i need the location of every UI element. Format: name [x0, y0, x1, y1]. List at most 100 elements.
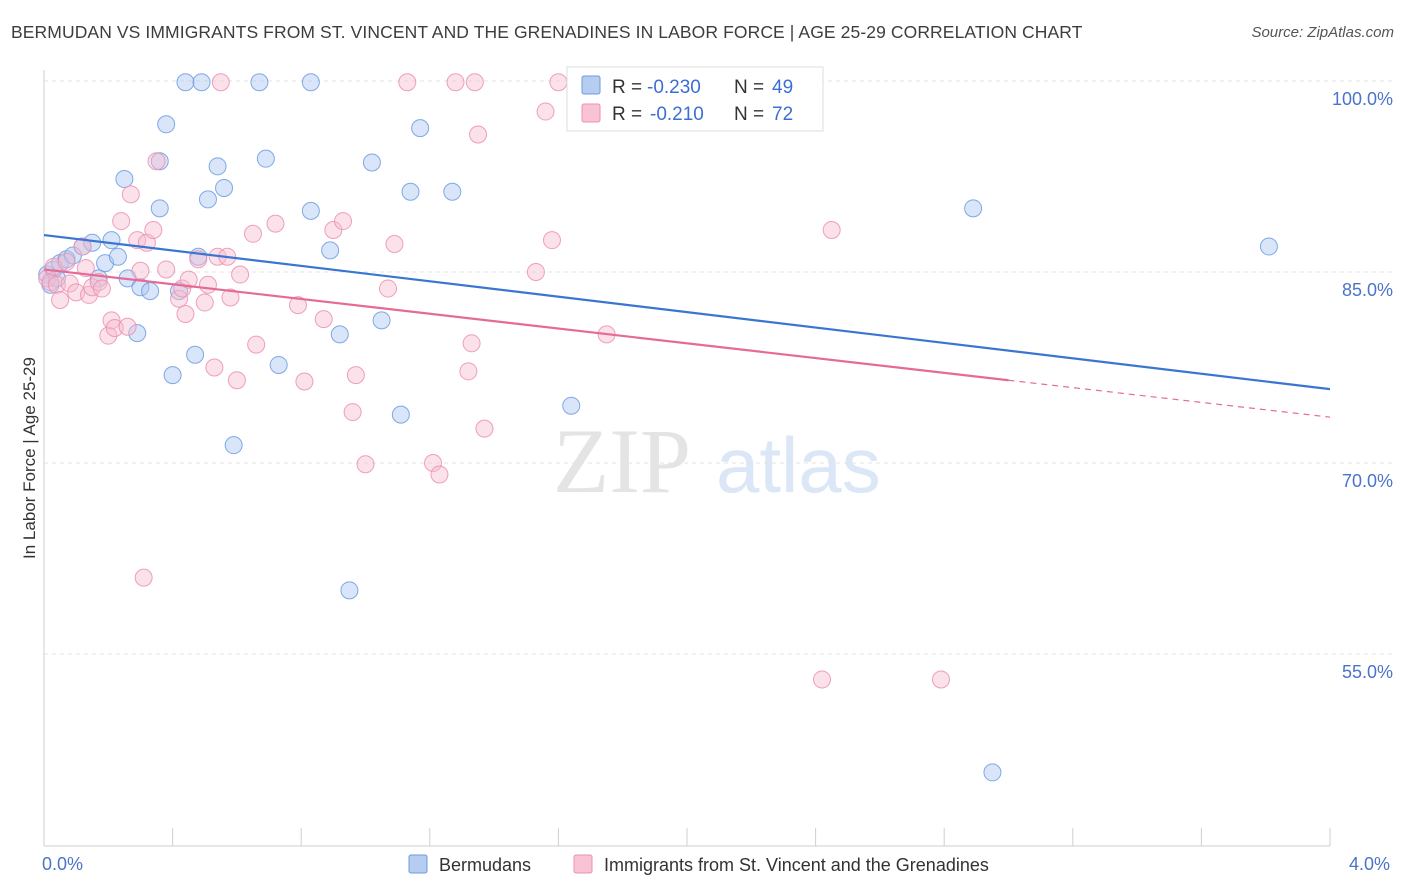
- immigrants-point: [379, 279, 398, 298]
- immigrants-point: [211, 73, 230, 92]
- trend-line-immigrants: [43, 268, 1009, 382]
- immigrants-point: [221, 288, 240, 307]
- legend-swatch-immigrants: [581, 103, 601, 123]
- legend-n-label-immigrants: N =: [734, 104, 764, 125]
- immigrants-point: [176, 305, 195, 324]
- immigrants-point: [131, 261, 150, 280]
- trend-line-immigrants-extension: [1008, 379, 1331, 418]
- bermudans-point: [208, 157, 227, 176]
- bermudans-point: [215, 178, 234, 197]
- watermark: ZIP atlas: [553, 410, 881, 512]
- series-legend-swatch-immigrants: [573, 854, 593, 874]
- bermudans-point: [411, 119, 430, 138]
- x-tick-marks: [43, 828, 1331, 846]
- bermudans-point: [224, 436, 243, 455]
- bermudans-point: [108, 247, 127, 266]
- immigrants-point: [462, 334, 481, 353]
- immigrants-point: [465, 73, 484, 92]
- legend-n-value-bermudans: 49: [772, 77, 793, 98]
- bermudans-point: [102, 231, 121, 250]
- immigrants-point: [105, 319, 124, 338]
- immigrants-point: [343, 403, 362, 422]
- bermudans-point: [176, 73, 195, 92]
- immigrants-point: [822, 220, 841, 239]
- immigrants-point: [346, 366, 365, 385]
- immigrants-point: [118, 317, 137, 336]
- immigrants-point: [198, 275, 217, 294]
- bermudans-point: [301, 201, 320, 220]
- bermudans-point: [391, 405, 410, 424]
- legend-swatch-bermudans: [581, 75, 601, 95]
- bermudans-point: [983, 763, 1002, 782]
- immigrants-point: [526, 263, 545, 281]
- immigrants-point: [266, 214, 285, 233]
- correlation-legend-box: [566, 66, 824, 132]
- immigrants-point: [231, 265, 250, 284]
- immigrants-point: [134, 568, 153, 587]
- immigrants-point: [459, 362, 478, 381]
- series-legend-swatch-bermudans: [408, 854, 428, 874]
- immigrants-point: [536, 102, 555, 121]
- immigrants-point: [247, 335, 266, 354]
- immigrants-point: [333, 212, 352, 231]
- chart-title: BERMUDAN VS IMMIGRANTS FROM ST. VINCENT …: [11, 22, 1083, 42]
- immigrants-point: [446, 73, 465, 92]
- immigrants-point: [398, 73, 417, 92]
- immigrants-point: [475, 419, 494, 438]
- immigrants-point: [92, 279, 111, 298]
- bermudans-point: [562, 396, 581, 415]
- immigrants-point: [243, 224, 262, 243]
- immigrants-point: [57, 252, 76, 271]
- bermudans-point: [964, 199, 983, 218]
- bermudans-point: [198, 190, 217, 209]
- bermudans-point: [163, 366, 182, 385]
- bermudans-point: [330, 325, 349, 344]
- bermudans-point: [443, 182, 462, 201]
- series-legend-label-immigrants: Immigrants from St. Vincent and the Gren…: [604, 855, 989, 875]
- immigrants-point: [356, 455, 375, 474]
- immigrants-point: [813, 670, 832, 689]
- immigrants-point: [424, 454, 443, 472]
- trend-lines: [43, 233, 1331, 418]
- immigrants-point: [121, 185, 140, 204]
- immigrants-point: [195, 293, 214, 312]
- immigrants-point: [76, 259, 95, 278]
- bermudans-point: [170, 282, 189, 301]
- immigrants-point: [60, 274, 79, 293]
- bermudans-point: [362, 153, 381, 172]
- immigrants-point: [314, 310, 333, 329]
- y-tick-label-55: 55.0%: [1342, 662, 1393, 682]
- immigrants-point: [179, 270, 198, 289]
- data-points: [38, 73, 1278, 782]
- watermark-atlas: atlas: [716, 421, 881, 509]
- bermudans-point: [269, 355, 288, 374]
- series-legend-label-bermudans: Bermudans: [439, 855, 531, 875]
- immigrants-point: [295, 372, 314, 391]
- gridlines: [44, 80, 1394, 655]
- bermudans-point: [250, 73, 269, 92]
- bermudans-point: [157, 115, 176, 134]
- bermudans-point: [372, 311, 391, 330]
- immigrants-point: [288, 296, 307, 315]
- legend-r-label-bermudans: R =: [612, 77, 642, 98]
- immigrants-point: [99, 326, 118, 345]
- watermark-zip: ZIP: [553, 410, 691, 512]
- y-tick-label-85: 85.0%: [1342, 280, 1393, 300]
- immigrants-point: [157, 260, 176, 279]
- legend-r-value-bermudans: -0.230: [647, 77, 701, 98]
- immigrants-point: [549, 73, 568, 92]
- bermudans-point: [192, 73, 211, 92]
- bermudans-point: [256, 149, 275, 168]
- bermudans-point: [1259, 237, 1278, 256]
- immigrants-point: [469, 125, 488, 144]
- immigrants-point: [931, 670, 950, 689]
- bermudans-point: [150, 199, 169, 218]
- y-tick-labels: 100.0% 85.0% 70.0% 55.0%: [1332, 89, 1393, 682]
- legend-n-value-immigrants: 72: [772, 104, 793, 125]
- bermudans-point: [186, 345, 205, 364]
- y-tick-label-70: 70.0%: [1342, 471, 1393, 491]
- bermudans-point: [321, 241, 340, 260]
- immigrants-point: [430, 465, 449, 484]
- bermudans-point: [128, 324, 147, 343]
